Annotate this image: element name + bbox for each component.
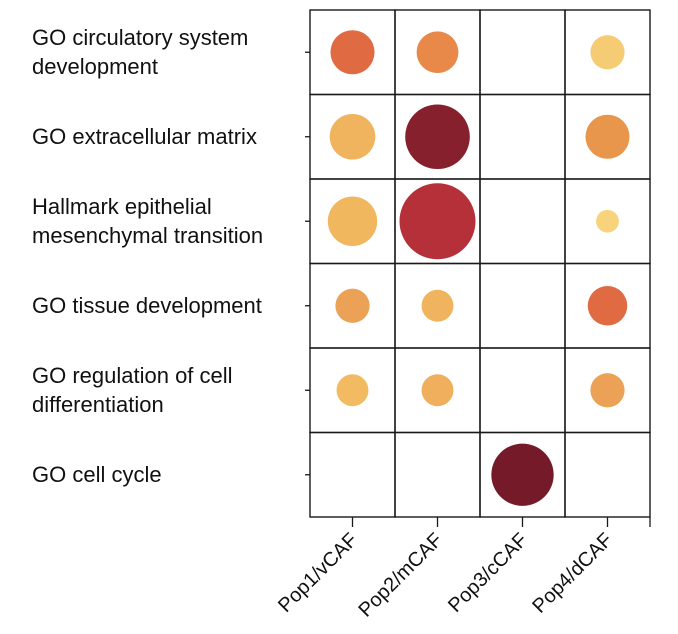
grid bbox=[305, 9, 651, 527]
row-labels: GO circulatory system development GO extra… bbox=[32, 25, 263, 487]
dot bbox=[399, 183, 476, 260]
dot bbox=[416, 31, 459, 74]
row-label: GO regulation of cell bbox=[32, 363, 233, 388]
dot bbox=[590, 373, 625, 408]
column-label: Pop1/vCAF bbox=[274, 529, 362, 617]
dot bbox=[330, 30, 375, 75]
dot bbox=[590, 35, 625, 70]
dot bbox=[336, 374, 369, 407]
dot bbox=[405, 104, 470, 170]
grid-cell bbox=[479, 9, 566, 96]
row-label: GO extracellular matrix bbox=[32, 124, 257, 149]
grid-cell bbox=[394, 431, 481, 518]
dot bbox=[585, 114, 630, 159]
grid-cell bbox=[479, 262, 566, 349]
row-label: mesenchymal transition bbox=[32, 223, 263, 248]
dots bbox=[327, 30, 630, 506]
row-label: differentiation bbox=[32, 392, 164, 417]
column-label: Pop4/dCAF bbox=[528, 529, 617, 618]
column-label: Pop3/cCAF bbox=[444, 529, 532, 617]
grid-cell bbox=[479, 178, 566, 265]
row-label: Hallmark epithelial bbox=[32, 194, 212, 219]
dot bbox=[421, 374, 454, 407]
grid-cell bbox=[564, 431, 651, 518]
row-label: development bbox=[32, 54, 158, 79]
grid-cell bbox=[479, 347, 566, 434]
row-label: GO circulatory system bbox=[32, 25, 248, 50]
column-label: Pop2/mCAF bbox=[354, 529, 447, 622]
grid-cell bbox=[479, 93, 566, 180]
row-label: GO tissue development bbox=[32, 293, 262, 318]
grid-cell bbox=[309, 431, 396, 518]
dot bbox=[335, 288, 370, 323]
dot bbox=[587, 285, 628, 326]
dot bbox=[327, 196, 378, 246]
dot bbox=[491, 443, 554, 506]
dot bbox=[421, 289, 454, 322]
dot bbox=[329, 113, 376, 160]
row-label: GO cell cycle bbox=[32, 462, 162, 487]
dot bbox=[596, 209, 619, 233]
